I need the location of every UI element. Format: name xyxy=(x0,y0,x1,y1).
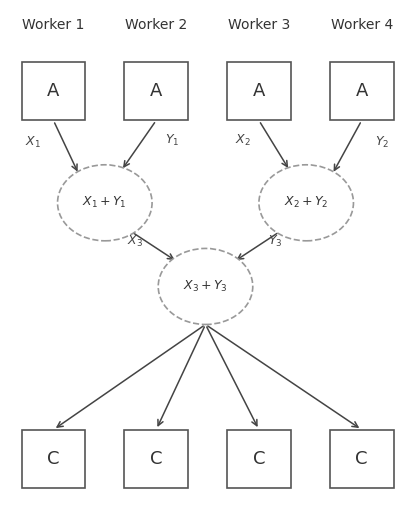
Text: $X_2 + Y_2$: $X_2 + Y_2$ xyxy=(284,195,328,210)
Text: A: A xyxy=(150,82,162,100)
Ellipse shape xyxy=(259,165,353,241)
FancyBboxPatch shape xyxy=(227,430,291,488)
Text: Worker 3: Worker 3 xyxy=(228,18,290,32)
Text: Worker 1: Worker 1 xyxy=(22,18,85,32)
Text: $X_3 + Y_3$: $X_3 + Y_3$ xyxy=(183,279,228,294)
FancyBboxPatch shape xyxy=(227,62,291,121)
FancyBboxPatch shape xyxy=(22,430,85,488)
Text: $Y_1$: $Y_1$ xyxy=(166,133,180,148)
Text: $X_2$: $X_2$ xyxy=(235,133,250,148)
Text: C: C xyxy=(356,450,368,468)
Text: $X_1 + Y_1$: $X_1 + Y_1$ xyxy=(83,195,127,210)
Text: A: A xyxy=(356,82,368,100)
Ellipse shape xyxy=(158,248,253,324)
Text: C: C xyxy=(253,450,265,468)
Text: Worker 4: Worker 4 xyxy=(330,18,393,32)
Text: A: A xyxy=(47,82,60,100)
FancyBboxPatch shape xyxy=(124,430,188,488)
Text: Worker 2: Worker 2 xyxy=(125,18,187,32)
FancyBboxPatch shape xyxy=(124,62,188,121)
Text: $X_1$: $X_1$ xyxy=(25,135,41,150)
Text: C: C xyxy=(150,450,162,468)
Text: $Y_2$: $Y_2$ xyxy=(375,135,389,150)
Ellipse shape xyxy=(58,165,152,241)
Text: C: C xyxy=(47,450,60,468)
Text: A: A xyxy=(253,82,265,100)
FancyBboxPatch shape xyxy=(22,62,85,121)
Text: $Y_3$: $Y_3$ xyxy=(268,234,283,249)
FancyBboxPatch shape xyxy=(330,430,394,488)
FancyBboxPatch shape xyxy=(330,62,394,121)
Text: $X_3$: $X_3$ xyxy=(127,234,143,249)
